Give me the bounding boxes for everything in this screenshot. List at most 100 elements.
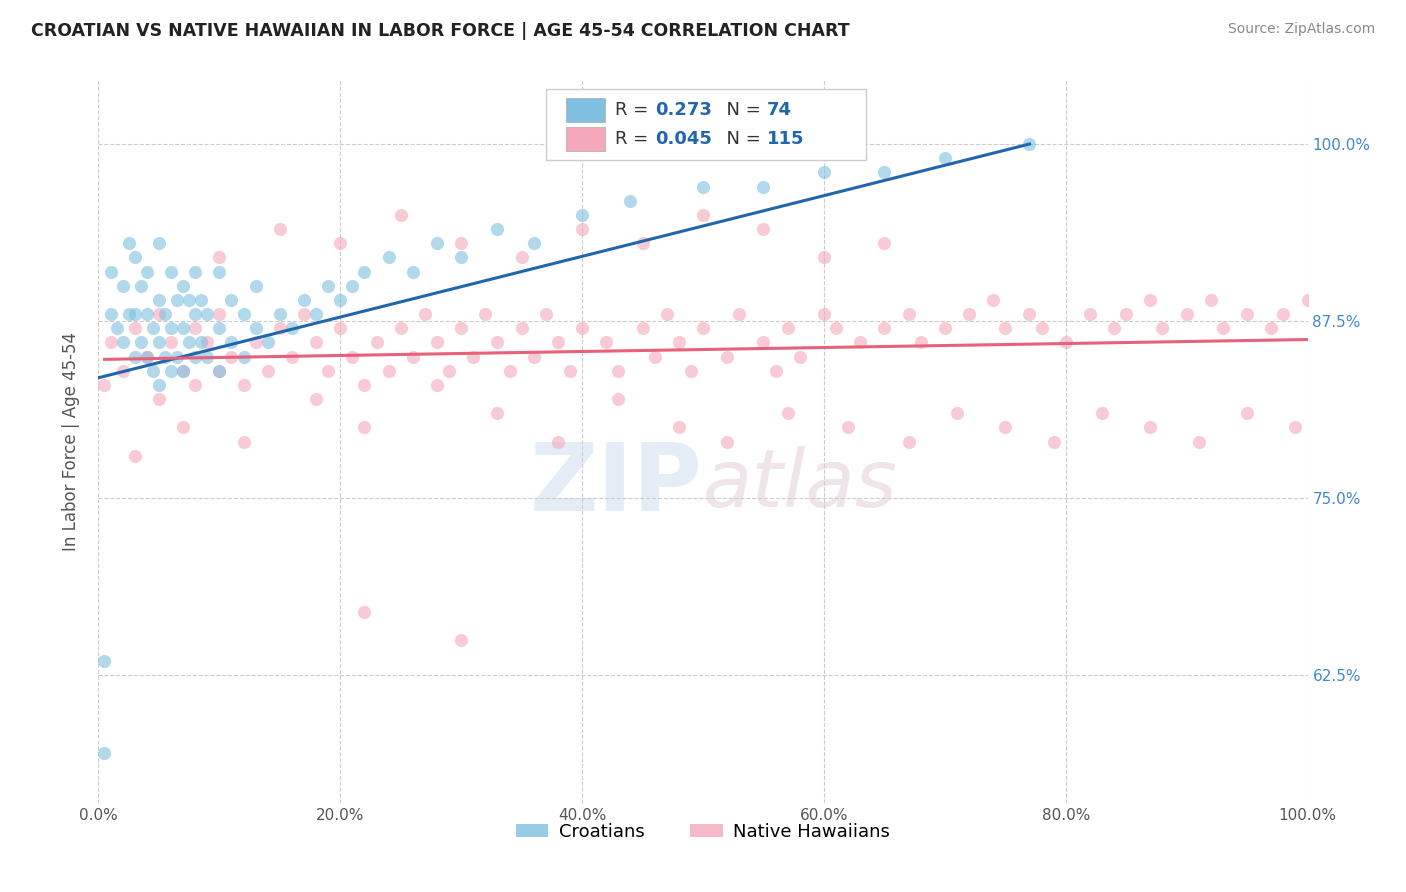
Point: [644, 350, 666, 364]
Text: 115: 115: [768, 130, 804, 148]
Point: [692, 208, 714, 222]
Point: [837, 420, 859, 434]
Point: [752, 222, 775, 236]
Point: [93, 746, 115, 760]
Point: [426, 236, 449, 251]
Point: [450, 251, 472, 265]
Point: [316, 364, 339, 378]
Point: [124, 449, 146, 463]
Point: [100, 307, 122, 321]
Point: [329, 321, 352, 335]
Point: [377, 364, 399, 378]
Point: [305, 307, 328, 321]
Point: [148, 335, 170, 350]
Point: [1139, 420, 1161, 434]
Point: [1199, 293, 1222, 307]
Point: [195, 307, 218, 321]
Text: R =: R =: [614, 130, 654, 148]
Point: [208, 264, 231, 278]
Point: [402, 350, 425, 364]
Point: [135, 350, 157, 364]
Point: [232, 307, 254, 321]
Text: 0.273: 0.273: [655, 101, 711, 119]
Point: [631, 321, 654, 335]
Point: [148, 236, 170, 251]
Point: [450, 321, 472, 335]
Point: [172, 364, 194, 378]
Point: [389, 208, 412, 222]
Text: R =: R =: [614, 101, 654, 119]
Point: [389, 321, 412, 335]
Point: [232, 434, 254, 449]
Point: [1078, 307, 1101, 321]
Point: [172, 364, 194, 378]
Point: [571, 208, 593, 222]
Point: [269, 321, 291, 335]
Point: [184, 264, 207, 278]
Point: [486, 406, 509, 420]
Point: [111, 364, 134, 378]
Point: [619, 194, 641, 208]
Point: [256, 364, 278, 378]
Point: [208, 307, 231, 321]
Point: [166, 350, 188, 364]
FancyBboxPatch shape: [546, 89, 866, 160]
Point: [221, 293, 243, 307]
Point: [184, 307, 207, 321]
Point: [534, 307, 557, 321]
Point: [292, 307, 315, 321]
Point: [366, 335, 388, 350]
Point: [994, 321, 1017, 335]
Point: [148, 392, 170, 406]
Legend: Croatians, Native Hawaiians: Croatians, Native Hawaiians: [509, 815, 897, 848]
Point: [179, 293, 201, 307]
Point: [523, 236, 546, 251]
Point: [269, 222, 291, 236]
Point: [1139, 293, 1161, 307]
Point: [873, 321, 896, 335]
Text: atlas: atlas: [703, 446, 898, 524]
Point: [208, 251, 231, 265]
Point: [789, 350, 811, 364]
Point: [281, 321, 304, 335]
Point: [692, 321, 714, 335]
Point: [353, 264, 375, 278]
Point: [413, 307, 436, 321]
Point: [873, 165, 896, 179]
Point: [1236, 406, 1258, 420]
Point: [957, 307, 980, 321]
Point: [1102, 321, 1125, 335]
Point: [124, 307, 146, 321]
Point: [195, 350, 218, 364]
Point: [1115, 307, 1137, 321]
Bar: [567, 127, 605, 151]
Point: [353, 377, 375, 392]
Point: [1175, 307, 1198, 321]
Point: [148, 293, 170, 307]
Point: [1188, 434, 1211, 449]
Point: [111, 335, 134, 350]
Point: [232, 377, 254, 392]
Point: [142, 321, 165, 335]
Point: [437, 364, 460, 378]
Point: [208, 364, 231, 378]
Point: [353, 420, 375, 434]
Y-axis label: In Labor Force | Age 45-54: In Labor Force | Age 45-54: [62, 332, 80, 551]
Point: [1031, 321, 1053, 335]
Point: [571, 321, 593, 335]
Point: [486, 335, 509, 350]
Text: 0.045: 0.045: [655, 130, 711, 148]
Point: [946, 406, 969, 420]
Point: [558, 364, 581, 378]
Point: [1284, 420, 1306, 434]
Point: [728, 307, 751, 321]
Point: [934, 321, 956, 335]
Point: [716, 434, 738, 449]
Point: [474, 307, 496, 321]
Point: [1042, 434, 1064, 449]
Point: [377, 251, 399, 265]
Point: [523, 350, 546, 364]
Point: [752, 335, 775, 350]
Point: [1054, 335, 1077, 350]
Point: [153, 350, 176, 364]
